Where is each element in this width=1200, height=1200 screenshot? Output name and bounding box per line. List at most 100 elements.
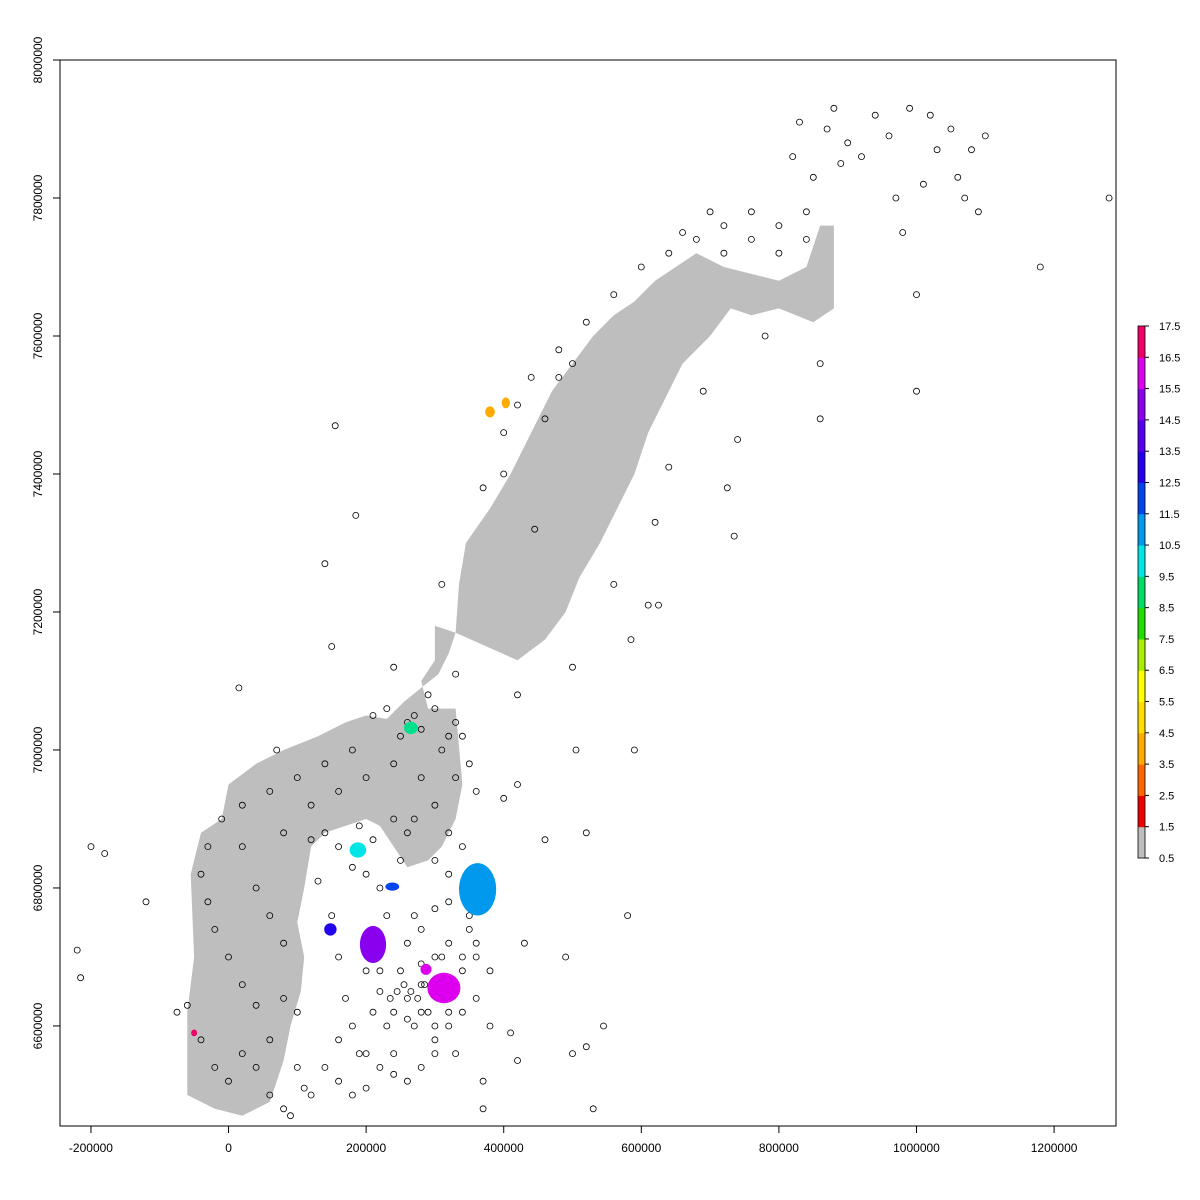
point-183 bbox=[500, 794, 508, 802]
point-137 bbox=[458, 843, 466, 850]
point-211 bbox=[280, 829, 288, 837]
point-92 bbox=[431, 1036, 439, 1044]
point-158 bbox=[335, 1077, 343, 1085]
point-156 bbox=[417, 1064, 425, 1071]
cluster-magenta bbox=[427, 972, 461, 1004]
point-90 bbox=[417, 981, 425, 988]
point-151 bbox=[458, 1008, 466, 1016]
point-83 bbox=[369, 1008, 377, 1016]
point-29 bbox=[610, 581, 618, 588]
point-185 bbox=[541, 836, 549, 844]
point-206 bbox=[348, 746, 356, 754]
point-192 bbox=[507, 1029, 515, 1037]
point-1 bbox=[77, 974, 84, 982]
point-193 bbox=[514, 1057, 521, 1064]
x-tick-label-5: 800000 bbox=[759, 1141, 799, 1155]
y-axis: 6600000 6800000 7000000 7200000 7400000 76000… bbox=[31, 36, 60, 1049]
point-214 bbox=[362, 774, 370, 781]
point-127 bbox=[211, 1064, 219, 1071]
point-138 bbox=[376, 967, 384, 975]
x-tick-label-7: 1200000 bbox=[1031, 1141, 1078, 1155]
point-125 bbox=[238, 1050, 246, 1057]
legend-swatch-8 bbox=[1138, 576, 1145, 609]
legend-label-7: 7.5 bbox=[1159, 634, 1174, 646]
point-108 bbox=[472, 939, 480, 947]
point-155 bbox=[403, 1077, 411, 1085]
point-131 bbox=[410, 815, 418, 823]
point-6 bbox=[183, 1001, 191, 1009]
point-8 bbox=[273, 746, 281, 754]
x-tick-label-3: 400000 bbox=[484, 1141, 524, 1155]
point-227 bbox=[693, 235, 700, 243]
legend-label-9: 9.5 bbox=[1159, 571, 1174, 583]
point-180 bbox=[465, 760, 473, 768]
point-165 bbox=[431, 953, 439, 961]
point-133 bbox=[369, 836, 377, 844]
legend-swatch-1 bbox=[1138, 795, 1145, 828]
point-65 bbox=[920, 180, 927, 188]
legend-swatch-15 bbox=[1138, 357, 1145, 390]
point-181 bbox=[452, 774, 460, 781]
point-194 bbox=[252, 1001, 260, 1009]
point-32 bbox=[631, 746, 638, 754]
legend-label-0: 0.5 bbox=[1159, 853, 1174, 865]
point-102 bbox=[410, 912, 418, 919]
point-31 bbox=[627, 636, 635, 643]
x-tick-label-2: 200000 bbox=[346, 1141, 386, 1155]
point-157 bbox=[431, 1050, 439, 1057]
point-4 bbox=[142, 898, 150, 906]
point-35 bbox=[655, 601, 662, 609]
point-225 bbox=[637, 263, 645, 271]
point-196 bbox=[225, 953, 232, 961]
point-134 bbox=[355, 822, 363, 830]
point-146 bbox=[390, 1008, 398, 1016]
point-202 bbox=[238, 801, 246, 809]
point-154 bbox=[390, 1070, 398, 1078]
y-tick-label-3: 7200000 bbox=[31, 588, 45, 635]
legend-swatch-0 bbox=[1138, 826, 1145, 859]
point-231 bbox=[803, 235, 810, 243]
point-168 bbox=[472, 953, 480, 961]
point-15 bbox=[390, 663, 398, 671]
point-160 bbox=[362, 1084, 370, 1092]
point-88 bbox=[403, 995, 411, 1002]
point-176 bbox=[410, 712, 418, 719]
point-172 bbox=[438, 746, 446, 754]
point-69 bbox=[954, 173, 962, 181]
point-123 bbox=[266, 1036, 274, 1044]
plot-frame bbox=[59, 59, 1117, 1127]
point-2 bbox=[87, 843, 95, 850]
y-tick-label-0: 6600000 bbox=[31, 1002, 45, 1049]
gray-region-1 bbox=[455, 225, 834, 661]
legend-label-1: 1.5 bbox=[1159, 822, 1174, 834]
point-170 bbox=[452, 719, 460, 726]
point-22 bbox=[541, 415, 549, 423]
point-47 bbox=[789, 153, 797, 161]
point-64 bbox=[913, 387, 920, 395]
point-30 bbox=[624, 912, 631, 919]
point-212 bbox=[307, 801, 315, 809]
point-161 bbox=[266, 1091, 274, 1099]
point-209 bbox=[280, 939, 288, 947]
point-189 bbox=[582, 1043, 590, 1051]
cluster-violet bbox=[359, 925, 387, 964]
cluster-magenta-small bbox=[420, 963, 432, 975]
point-84 bbox=[376, 988, 384, 995]
point-94 bbox=[445, 1008, 453, 1016]
point-182 bbox=[472, 788, 480, 795]
legend-label-11: 11.5 bbox=[1159, 509, 1180, 521]
point-115 bbox=[307, 836, 315, 844]
point-215 bbox=[390, 760, 398, 768]
point-37 bbox=[679, 229, 686, 236]
point-184 bbox=[514, 781, 521, 788]
point-26 bbox=[572, 746, 580, 754]
point-49 bbox=[803, 208, 810, 216]
legend-label-16: 16.5 bbox=[1159, 352, 1180, 364]
point-171 bbox=[445, 732, 453, 740]
point-220 bbox=[514, 401, 521, 409]
point-97 bbox=[465, 926, 473, 933]
cluster-crimson bbox=[191, 1029, 198, 1037]
point-38 bbox=[699, 387, 707, 395]
legend-swatch-12 bbox=[1138, 451, 1145, 483]
point-148 bbox=[417, 1008, 425, 1016]
